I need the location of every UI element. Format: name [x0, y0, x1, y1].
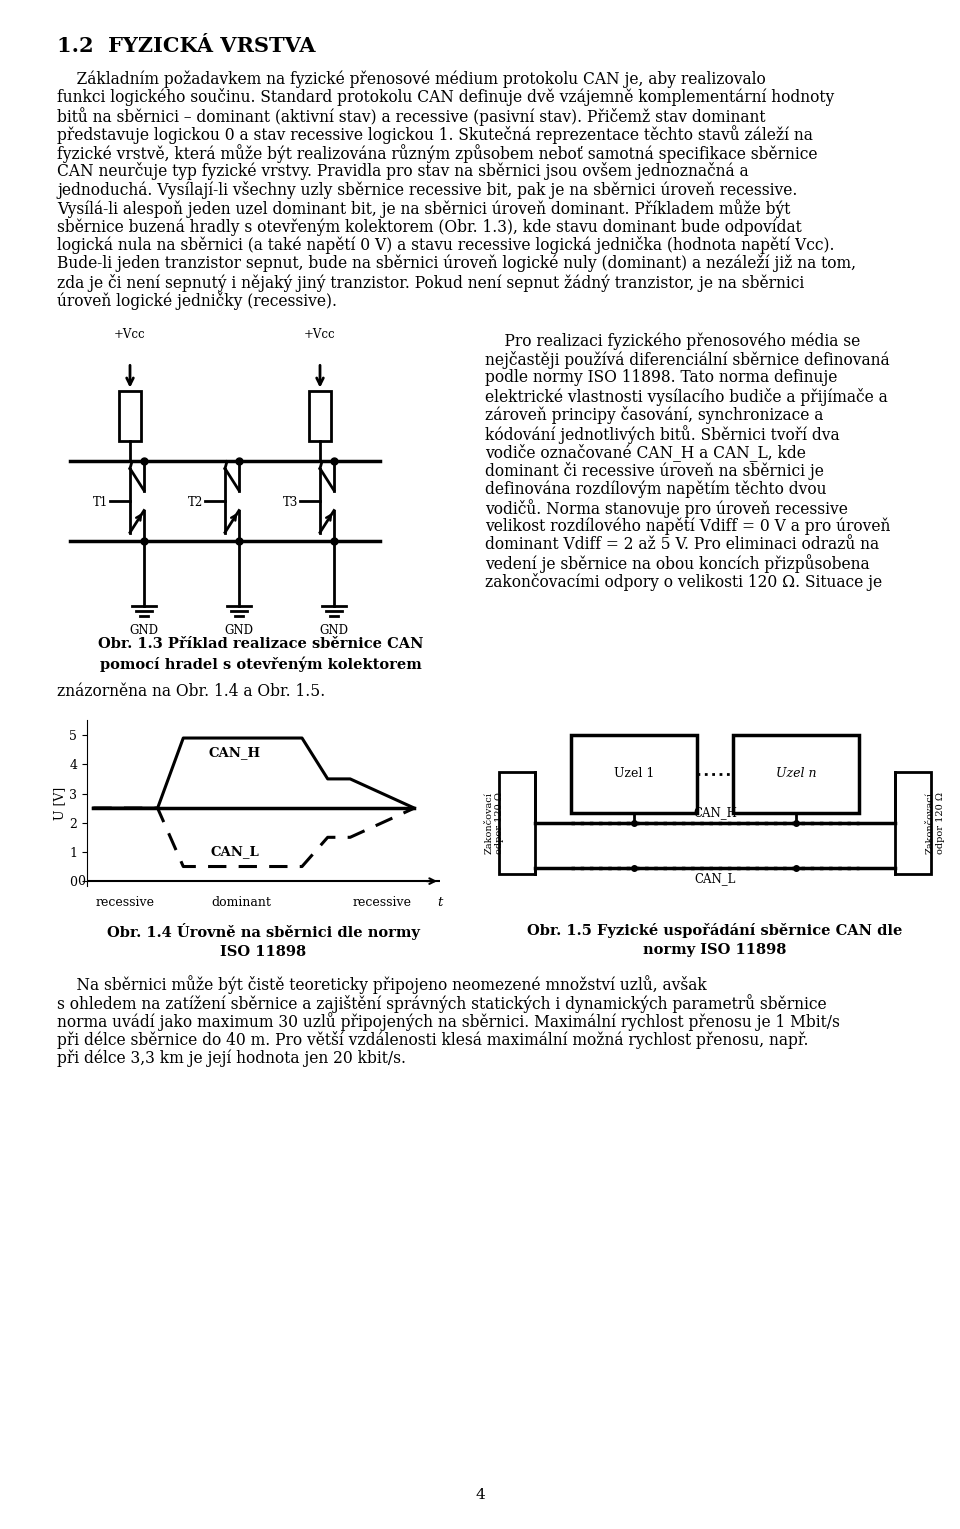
Bar — [895, 772, 931, 875]
Text: +Vcc: +Vcc — [114, 327, 146, 341]
Text: dominant či recessive úroveň na sběrnici je: dominant či recessive úroveň na sběrnici… — [485, 462, 824, 480]
Text: s ohledem na zatížení sběrnice a zajištění správných statických i dynamických pa: s ohledem na zatížení sběrnice a zajiště… — [57, 994, 827, 1012]
Text: podle normy ISO 11898. Tato norma definuje: podle normy ISO 11898. Tato norma definu… — [485, 370, 837, 387]
Text: Zakončovací
odpor 120 Ω: Zakončovací odpor 120 Ω — [925, 792, 946, 855]
Text: CAN_H: CAN_H — [693, 806, 737, 820]
Text: definována rozdílovým napětím těchto dvou: definována rozdílovým napětím těchto dvo… — [485, 480, 827, 498]
Text: bitů na sběrnici – dominant (aktivní stav) a recessive (pasivní stav). Přičemž s: bitů na sběrnici – dominant (aktivní sta… — [57, 107, 765, 125]
Text: T1: T1 — [93, 495, 108, 509]
Text: nejčastěji používá diferenciální sběrnice definovaná: nejčastěji používá diferenciální sběrnic… — [485, 352, 890, 368]
Text: +Vcc: +Vcc — [304, 327, 336, 341]
Text: představuje logickou 0 a stav recessive logickou 1. Skutečná reprezentace těchto: představuje logickou 0 a stav recessive … — [57, 125, 813, 144]
Text: Obr. 1.5 Fyzické uspořádání sběrnice CAN dle
normy ISO 11898: Obr. 1.5 Fyzické uspořádání sběrnice CAN… — [527, 924, 902, 957]
Text: Pro realizaci fyzického přenosového média se: Pro realizaci fyzického přenosového médi… — [485, 332, 860, 350]
Text: GND: GND — [130, 624, 158, 636]
Bar — [499, 772, 535, 875]
Text: zároveň principy časování, synchronizace a: zároveň principy časování, synchronizace… — [485, 407, 824, 425]
Text: recessive: recessive — [352, 896, 412, 908]
Text: Bude-li jeden tranzistor sepnut, bude na sběrnici úroveň logické nuly (dominant): Bude-li jeden tranzistor sepnut, bude na… — [57, 255, 856, 272]
Text: 0: 0 — [78, 875, 85, 888]
Text: Vysílá-li alespoň jeden uzel dominant bit, je na sběrnici úroveň dominant. Příkl: Vysílá-li alespoň jeden uzel dominant bi… — [57, 199, 790, 219]
Bar — [733, 735, 859, 813]
Text: úroveň logické jedničky (recessive).: úroveň logické jedničky (recessive). — [57, 292, 337, 310]
Text: GND: GND — [225, 624, 253, 636]
Text: Základním požadavkem na fyzické přenosové médium protokolu CAN je, aby realizova: Základním požadavkem na fyzické přenosov… — [57, 70, 766, 87]
Text: CAN_L: CAN_L — [694, 872, 735, 885]
Bar — [309, 390, 331, 440]
Text: dominant: dominant — [211, 896, 271, 908]
Text: sběrnice buzená hradly s otevřeným kolektorem (Obr. 1.3), kde stavu dominant bud: sběrnice buzená hradly s otevřeným kolek… — [57, 219, 802, 235]
Text: fyzické vrstvě, která může být realizována různým způsobem neboť samotná specifi: fyzické vrstvě, která může být realizová… — [57, 144, 818, 164]
Text: GND: GND — [320, 624, 348, 636]
Text: kódování jednotlivých bitů. Sběrnici tvoří dva: kódování jednotlivých bitů. Sběrnici tvo… — [485, 425, 840, 443]
Text: 4: 4 — [475, 1488, 485, 1501]
Text: funkci logického součinu. Standard protokolu CAN definuje dvě vzájemně komplemen: funkci logického součinu. Standard proto… — [57, 89, 834, 107]
Text: vedení je sběrnice na obou koncích přizpůsobena: vedení je sběrnice na obou koncích přizp… — [485, 555, 870, 573]
Text: Na sběrnici může být čistě teoreticky připojeno neomezené množství uzlů, avšak: Na sběrnici může být čistě teoreticky př… — [57, 976, 707, 994]
Text: Zakončovací
odpor 120 Ω: Zakončovací odpor 120 Ω — [485, 792, 504, 855]
Text: CAN_H: CAN_H — [208, 746, 261, 758]
Text: t: t — [438, 896, 443, 908]
Text: velikost rozdílového napětí Vdiff = 0 V a pro úroveň: velikost rozdílového napětí Vdiff = 0 V … — [485, 517, 890, 535]
Bar — [119, 390, 141, 440]
Text: Obr. 1.4 Úrovně na sběrnici dle normy
ISO 11898: Obr. 1.4 Úrovně na sběrnici dle normy IS… — [108, 924, 420, 959]
Text: Uzel 1: Uzel 1 — [613, 768, 654, 780]
Text: logická nula na sběrnici (a také napětí 0 V) a stavu recessive logická jednička : logická nula na sběrnici (a také napětí … — [57, 237, 834, 254]
Y-axis label: U [V]: U [V] — [54, 786, 66, 820]
Text: CAN_L: CAN_L — [210, 846, 259, 858]
Text: norma uvádí jako maximum 30 uzlů připojených na sběrnici. Maximální rychlost pře: norma uvádí jako maximum 30 uzlů připoje… — [57, 1012, 840, 1032]
Text: Obr. 1.3 Příklad realizace sběrnice CAN
pomocí hradel s otevřeným kolektorem: Obr. 1.3 Příklad realizace sběrnice CAN … — [98, 638, 423, 673]
Text: T2: T2 — [188, 495, 203, 509]
Text: znázorněna na Obr. 1.4 a Obr. 1.5.: znázorněna na Obr. 1.4 a Obr. 1.5. — [57, 682, 325, 699]
Text: při délce 3,3 km je její hodnota jen 20 kbit/s.: při délce 3,3 km je její hodnota jen 20 … — [57, 1049, 406, 1067]
Text: zda je či není sepnutý i nějaký jiný tranzistor. Pokud není sepnut žádný tranzis: zda je či není sepnutý i nějaký jiný tra… — [57, 274, 804, 292]
Text: Uzel n: Uzel n — [776, 768, 816, 780]
Text: CAN neurčuje typ fyzické vrstvy. Pravidla pro stav na sběrnici jsou ovšem jednoz: CAN neurčuje typ fyzické vrstvy. Pravidl… — [57, 162, 749, 180]
Text: jednoduchá. Vysílají-li všechny uzly sběrnice recessive bit, pak je na sběrnici : jednoduchá. Vysílají-li všechny uzly sbě… — [57, 180, 798, 199]
Bar — [571, 735, 697, 813]
Text: při délce sběrnice do 40 m. Pro větší vzdálenosti klesá maximální možná rychlost: při délce sběrnice do 40 m. Pro větší vz… — [57, 1031, 808, 1049]
Text: vodičů. Norma stanovuje pro úroveň recessive: vodičů. Norma stanovuje pro úroveň reces… — [485, 498, 848, 518]
Text: elektrické vlastnosti vysílacího budiče a přijímače a: elektrické vlastnosti vysílacího budiče … — [485, 388, 888, 407]
Text: vodiče označované CAN_H a CAN_L, kde: vodiče označované CAN_H a CAN_L, kde — [485, 443, 805, 462]
Text: 1.2  FYZICKÁ VRSTVA: 1.2 FYZICKÁ VRSTVA — [57, 37, 316, 57]
Text: recessive: recessive — [96, 896, 155, 908]
Text: zakončovacími odpory o velikosti 120 Ω. Situace je: zakončovacími odpory o velikosti 120 Ω. … — [485, 573, 882, 592]
Text: dominant Vdiff = 2 až 5 V. Pro eliminaci odrazů na: dominant Vdiff = 2 až 5 V. Pro eliminaci… — [485, 537, 879, 553]
Text: T3: T3 — [282, 495, 298, 509]
